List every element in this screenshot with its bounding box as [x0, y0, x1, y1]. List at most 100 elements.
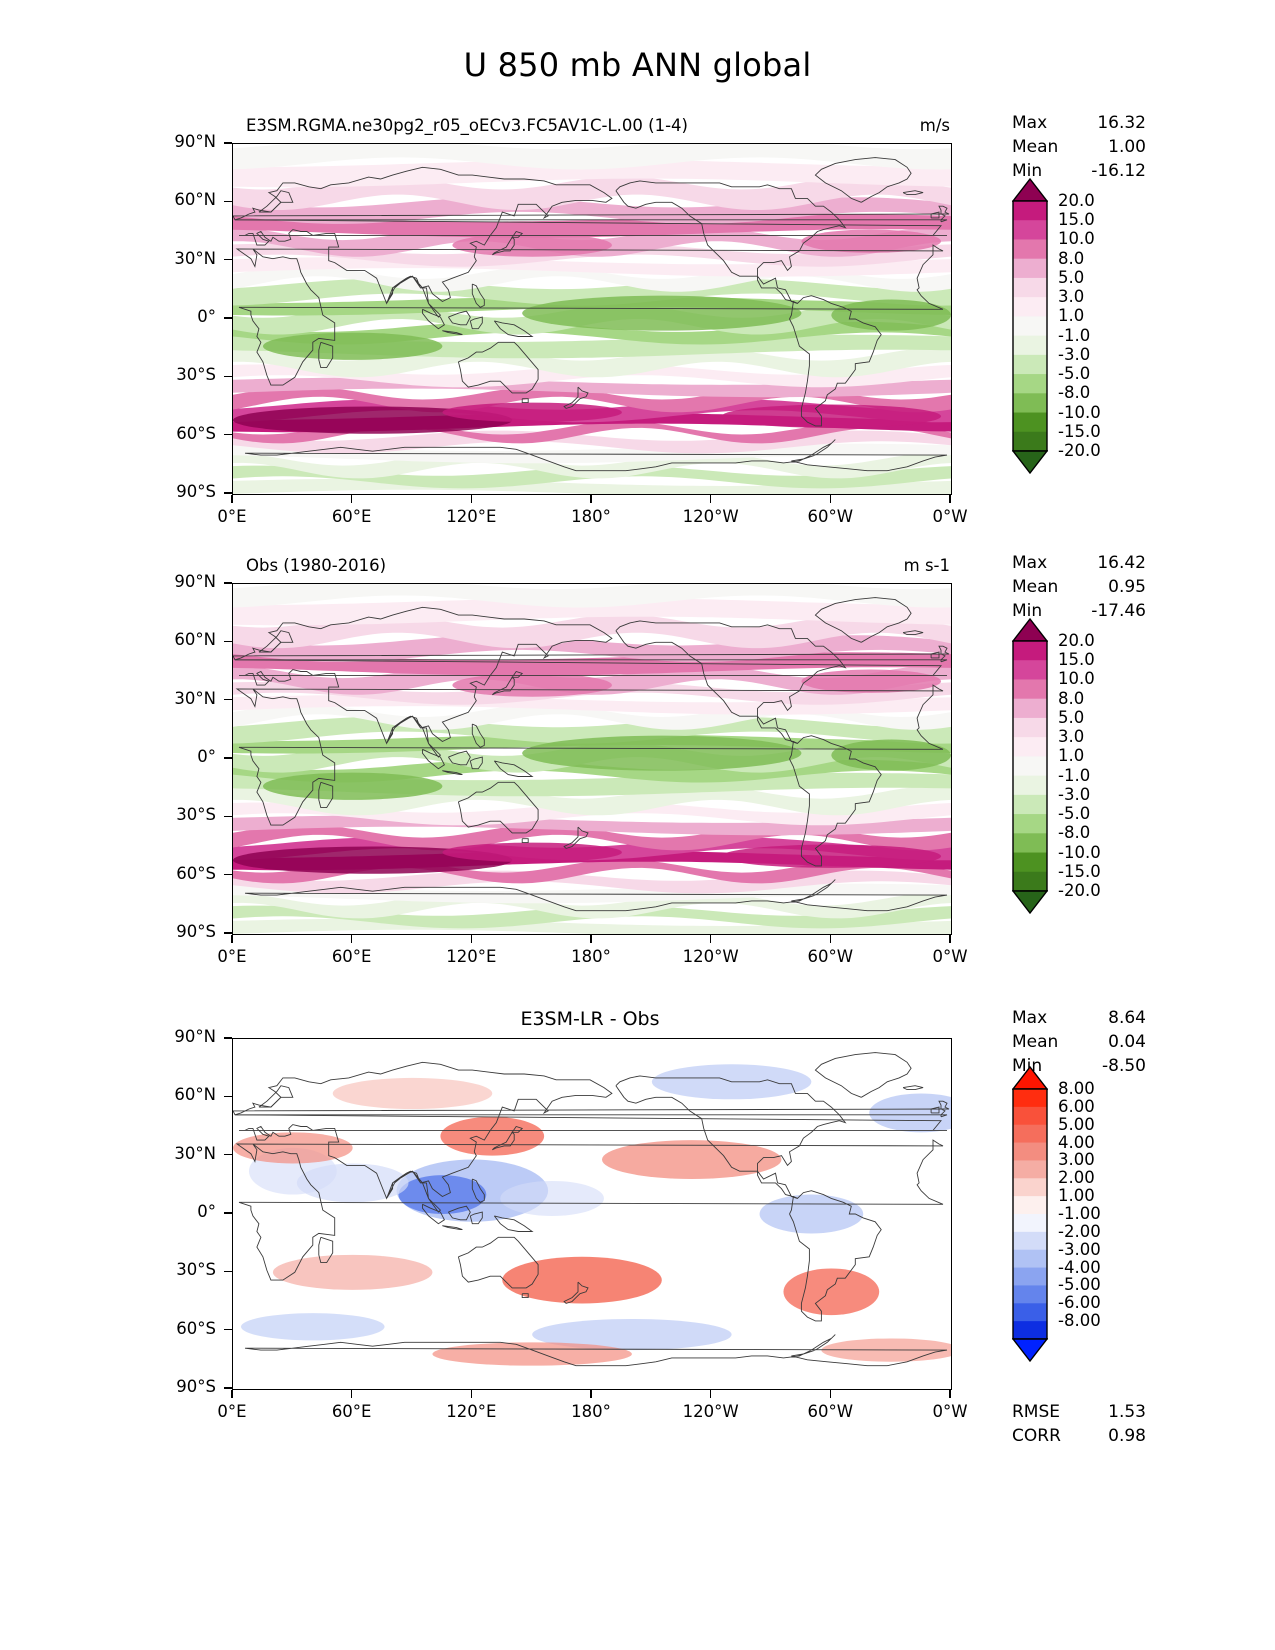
difference-anomaly	[601, 1140, 782, 1179]
colorbar-tick-label: 8.0	[1058, 248, 1085, 268]
x-tick	[829, 494, 832, 503]
x-tick	[949, 1389, 951, 1398]
colorbar-segment	[1013, 794, 1047, 815]
x-tick	[829, 934, 832, 943]
figure-title: U 850 mb ANN global	[463, 46, 812, 84]
coastline	[471, 283, 485, 308]
coastline	[422, 748, 445, 770]
x-tick-label: 60°W	[807, 507, 854, 526]
y-tick-label: 60°S	[176, 1318, 216, 1338]
y-tick-label: 0°	[197, 747, 216, 766]
x-tick-label: 0°W	[932, 947, 968, 966]
coastline	[615, 180, 847, 304]
stats-key: Max	[1012, 1008, 1048, 1028]
coastline	[521, 838, 529, 844]
coastline	[469, 1211, 483, 1225]
coastline	[244, 439, 948, 472]
x-tick-label: 180°	[571, 507, 611, 526]
colorbar-segment	[1013, 1285, 1047, 1304]
stats-key: Max	[1012, 553, 1048, 573]
contour-core	[522, 735, 802, 771]
colorbar-tick-label: -20.0	[1058, 441, 1101, 460]
colorbar-tick-label: 5.0	[1058, 707, 1085, 727]
colorbar-tick-label: -1.0	[1058, 765, 1091, 785]
x-tick-label: 0°E	[217, 1402, 247, 1421]
colorbar-tick-label: 10.0	[1058, 669, 1095, 689]
colorbar-segment	[1013, 1303, 1047, 1322]
colorbar-tick-label: 3.0	[1058, 287, 1085, 307]
map-panel-obs	[232, 583, 952, 935]
coastline	[258, 630, 294, 653]
colorbar-extend-max	[1011, 617, 1049, 642]
coastline	[491, 230, 524, 256]
y-tick	[224, 1212, 232, 1214]
contour-core	[233, 846, 513, 874]
stats-row: Max 8.64	[1012, 1006, 1146, 1030]
coastline	[902, 630, 924, 636]
y-tick-label: 60°N	[174, 630, 216, 650]
colorbar-obs: 20.0 15.0 10.0 8.0 5.0 3.0 1.0 -1.0 -3.0 -5.0 -8.0…	[1011, 617, 1101, 918]
colorbar-segment	[1013, 814, 1047, 834]
y-tick-label: 60°N	[174, 190, 216, 210]
colorbar-tick-label: -3.0	[1058, 344, 1091, 364]
contour-core	[442, 842, 622, 863]
difference-anomaly	[783, 1268, 880, 1316]
difference-anomaly	[440, 1116, 545, 1156]
contour-band	[233, 597, 951, 626]
y-tick	[224, 1037, 232, 1039]
y-tick	[224, 375, 232, 378]
x-tick	[709, 1389, 712, 1398]
coastline	[422, 308, 445, 330]
colorbar-segment	[1013, 1089, 1047, 1108]
coastline	[422, 1203, 445, 1225]
stats-key: RMSE	[1012, 1402, 1061, 1422]
stats-value: 16.32	[1097, 113, 1146, 133]
map-canvas-difference	[233, 1039, 951, 1389]
colorbar-tick-label: -6.00	[1058, 1293, 1101, 1313]
coastline	[318, 1236, 334, 1264]
x-tick-label: 120°E	[446, 947, 497, 966]
contour-core	[442, 402, 622, 423]
coastline	[902, 190, 924, 196]
x-tick	[590, 934, 592, 943]
colorbar-segment	[1013, 871, 1047, 892]
stats-row: Mean 0.04	[1012, 1030, 1146, 1054]
coastline	[563, 826, 589, 849]
colorbar-tick-label: -3.00	[1058, 1239, 1101, 1259]
contour-core	[721, 844, 942, 868]
stats-key: Max	[1012, 113, 1048, 133]
coastline	[457, 781, 539, 834]
coastline	[902, 1085, 924, 1091]
colorbar-tick-label: 20.0	[1058, 191, 1095, 210]
coastline	[234, 606, 947, 758]
x-tick	[350, 1389, 353, 1398]
colorbar-tick-label: -5.0	[1058, 804, 1091, 824]
coastline	[457, 1236, 539, 1289]
difference-anomaly	[233, 1132, 353, 1164]
colorbar-segment	[1013, 1160, 1047, 1179]
colorbar-segment	[1013, 1249, 1047, 1269]
contour-band	[233, 584, 951, 608]
stats-value: 0.98	[1108, 1426, 1146, 1446]
y-tick	[224, 873, 232, 876]
contour-core	[233, 406, 513, 434]
coastline	[442, 770, 463, 776]
colorbar-segment	[1013, 1124, 1047, 1144]
x-tick-label: 0°E	[217, 947, 247, 966]
colorbar-tick-label: 20.0	[1058, 631, 1095, 650]
colorbar-tick-label: -5.00	[1058, 1275, 1101, 1295]
y-tick-label: 30°S	[176, 1260, 216, 1280]
y-tick	[224, 757, 232, 759]
difference-anomaly	[869, 1093, 951, 1133]
colorbar-segment	[1013, 660, 1047, 681]
stats-key: Mean	[1012, 1032, 1059, 1052]
coastline	[493, 760, 534, 777]
map-panel-difference	[232, 1038, 952, 1390]
colorbar-segment	[1013, 354, 1047, 375]
colorbar-extend-min	[1011, 1338, 1049, 1363]
stats-key: CORR	[1012, 1426, 1061, 1446]
coastline	[258, 190, 294, 213]
coastline	[789, 1190, 882, 1322]
y-tick-label: 90°N	[174, 572, 216, 591]
colorbar-segment	[1013, 277, 1047, 298]
